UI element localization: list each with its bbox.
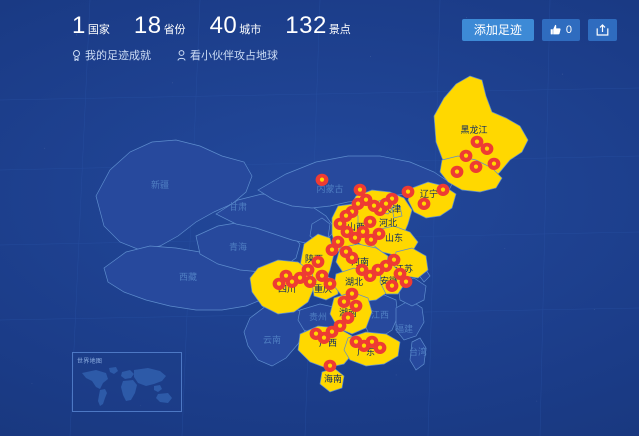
- map-pin-marker[interactable]: [311, 255, 325, 268]
- map-pin-marker[interactable]: [272, 277, 286, 290]
- map-pin-marker[interactable]: [385, 279, 399, 292]
- thumbs-up-icon: [550, 24, 562, 36]
- province-label-taiwan: 台湾: [409, 346, 427, 358]
- stat-provinces: 18 省份: [134, 14, 186, 38]
- stat-number: 18: [133, 12, 162, 39]
- map-pin-marker[interactable]: [401, 185, 415, 198]
- province-label-sichuan: 四川: [278, 285, 296, 295]
- map-pin-marker[interactable]: [399, 275, 413, 288]
- province-taiwan[interactable]: [409, 337, 427, 371]
- sublinks-row: 我的足迹成就 看小伙伴攻占地球: [72, 47, 278, 63]
- map-pin-marker[interactable]: [349, 299, 363, 312]
- province-label-hebei: 河北: [379, 217, 397, 229]
- province-label-tianjin: 天津: [383, 204, 401, 215]
- map-pin-marker[interactable]: [470, 135, 484, 148]
- medal-icon: [72, 49, 81, 61]
- map-pin-marker[interactable]: [341, 311, 355, 324]
- add-footprint-button[interactable]: 添加足迹: [461, 19, 534, 41]
- stat-unit: 城市: [239, 24, 262, 36]
- map-pin-marker[interactable]: [487, 157, 501, 170]
- province-label-fujian: 福建: [395, 323, 413, 335]
- sublink-my-footprint-achievement[interactable]: 我的足迹成就: [72, 47, 151, 63]
- province-label-hainan: 海南: [324, 373, 342, 385]
- map-pin-marker[interactable]: [459, 149, 473, 162]
- stat-number: 1: [72, 12, 86, 39]
- map-pin-marker[interactable]: [353, 183, 367, 196]
- stat-unit: 国家: [87, 24, 110, 36]
- map-pin-marker[interactable]: [469, 160, 483, 173]
- stats-row: 1 国家 18 省份 40 城市 132 景点: [72, 14, 351, 38]
- province-tianjin[interactable]: [391, 205, 403, 219]
- sublink-label: 看小伙伴攻占地球: [190, 50, 278, 62]
- map-pin-marker[interactable]: [450, 165, 464, 178]
- province-label-jiangxi: 江西: [371, 310, 389, 321]
- stat-countries: 1 国家: [72, 14, 110, 38]
- map-pin-marker[interactable]: [356, 225, 370, 238]
- share-icon: [596, 24, 609, 36]
- map-pin-marker[interactable]: [325, 243, 339, 256]
- province-label-shandong: 山东: [385, 232, 403, 244]
- stat-spots: 132 景点: [285, 14, 351, 38]
- map-pin-marker[interactable]: [337, 295, 351, 308]
- header-actions: 添加足迹 0: [461, 19, 617, 41]
- province-label-shanxi: 山西: [347, 222, 365, 233]
- inset-title: 世界地图: [77, 359, 103, 365]
- unvisited-provinces[interactable]: [95, 139, 453, 371]
- province-label-hubei: 湖北: [345, 277, 363, 288]
- like-button[interactable]: 0: [541, 19, 580, 41]
- province-label-xizang: 西藏: [179, 271, 197, 283]
- like-count: 0: [565, 24, 572, 36]
- stat-unit: 省份: [163, 24, 186, 36]
- stat-number: 132: [285, 12, 327, 39]
- province-label-gansu: 甘肃: [229, 201, 247, 213]
- map-pin-marker[interactable]: [387, 253, 401, 266]
- sublink-label: 我的足迹成就: [85, 50, 151, 62]
- world-map-thumbnail: [82, 367, 172, 406]
- province-label-heilongjiang: 黑龙江: [460, 124, 487, 136]
- map-pin-marker[interactable]: [480, 142, 494, 155]
- footprint-markers[interactable]: [272, 135, 501, 372]
- province-label-xinjiang: 新疆: [151, 179, 169, 191]
- map-pin-marker[interactable]: [436, 183, 450, 196]
- world-map-inset[interactable]: 世界地图: [72, 352, 182, 412]
- map-pin-marker[interactable]: [363, 215, 377, 228]
- person-icon: [177, 49, 186, 61]
- province-label-yunnan: 云南: [263, 334, 281, 346]
- map-pin-marker[interactable]: [303, 275, 317, 288]
- map-pin-marker[interactable]: [309, 327, 323, 340]
- province-label-qinghai: 青海: [229, 241, 247, 253]
- map-pin-marker[interactable]: [345, 251, 359, 264]
- map-pin-marker[interactable]: [315, 173, 329, 186]
- page-header: 1 国家 18 省份 40 城市 132 景点 我的足迹成就 看: [0, 0, 639, 66]
- map-pin-marker[interactable]: [417, 197, 431, 210]
- map-pin-marker[interactable]: [323, 277, 337, 290]
- province-label-neimenggu: 内蒙古: [316, 183, 343, 195]
- map-pin-marker[interactable]: [373, 341, 387, 354]
- stat-cities: 40 城市: [210, 14, 262, 38]
- share-button[interactable]: [588, 19, 617, 41]
- map-pin-marker[interactable]: [345, 287, 359, 300]
- stat-number: 40: [209, 12, 238, 39]
- map-pin-marker[interactable]: [315, 269, 329, 282]
- province-yunnan[interactable]: [243, 303, 307, 367]
- map-pin-marker[interactable]: [323, 359, 337, 372]
- sublink-friends-conquer-earth[interactable]: 看小伙伴攻占地球: [177, 47, 278, 63]
- province-label-guizhou: 贵州: [309, 311, 327, 323]
- stat-unit: 景点: [328, 24, 351, 36]
- map-pin-marker[interactable]: [301, 263, 315, 276]
- map-pin-marker[interactable]: [372, 227, 386, 240]
- province-label-liaoning: 辽宁: [420, 188, 438, 200]
